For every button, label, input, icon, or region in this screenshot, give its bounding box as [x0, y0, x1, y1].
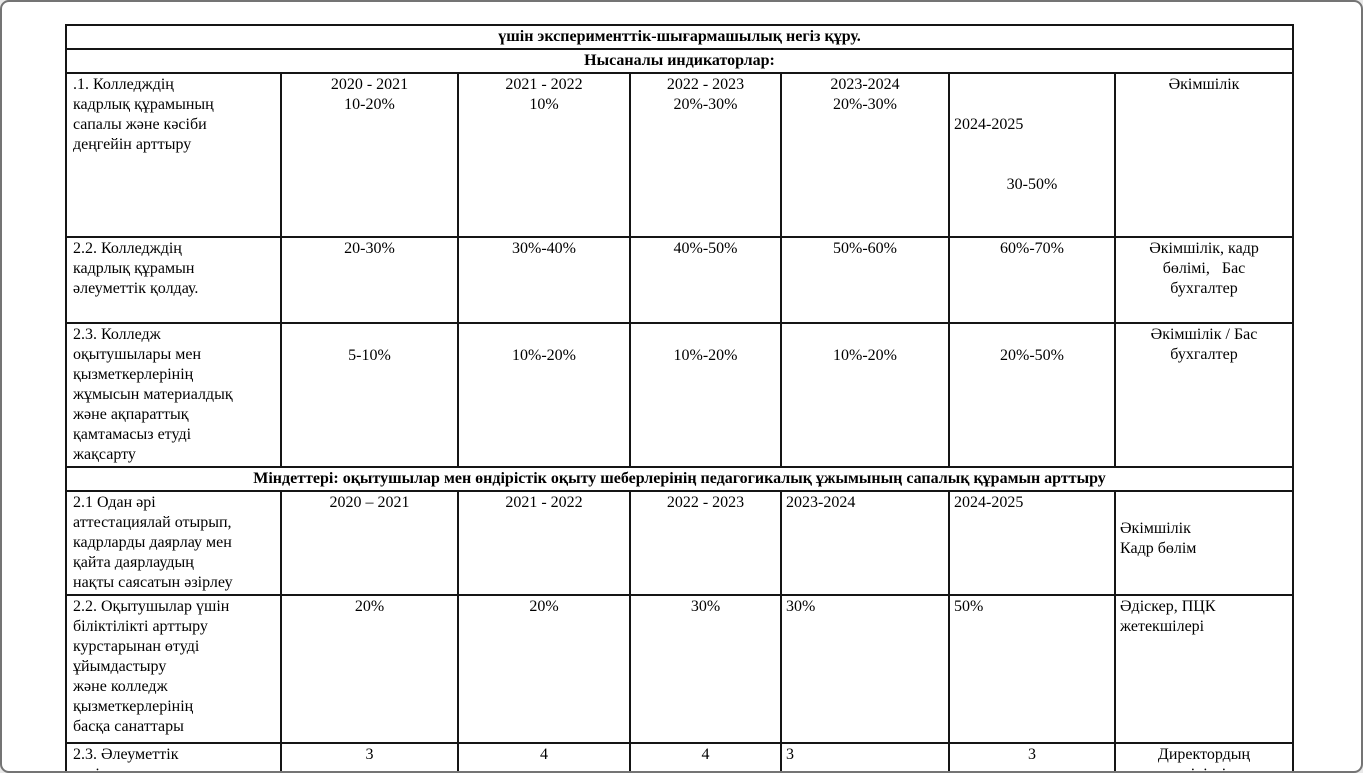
cell-year-2020-2021-r1: 2020 - 2021 10-20% — [280, 72, 459, 238]
cell-value-r2c4: 50%-60% — [780, 236, 950, 324]
cell-year-2024-2025-r4: 2024-2025 — [948, 490, 1116, 596]
indicators-table: үшін эксперименттік-шығармашылық негіз қ… — [64, 24, 1295, 771]
cell-responsible-r4: Әкімшілік Кадр бөлім — [1113, 490, 1295, 596]
table-title: үшін эксперименттік-шығармашылық негіз қ… — [64, 24, 1295, 50]
cell-year-2021-2022-r1: 2021 - 2022 10% — [457, 72, 631, 238]
cell-value-r6c4: 3 — [780, 742, 950, 771]
cell-responsible-r3: Әкімшілік / Бас бухгалтер — [1113, 322, 1295, 468]
cell-year-2023-2024-r1: 2023-2024 20%-30% — [780, 72, 950, 238]
indicators-header: Нысаналы индикаторлар: — [64, 48, 1295, 74]
cell-value-r2c5: 60%-70% — [948, 236, 1116, 324]
cell-value-r6c5: 3 — [948, 742, 1116, 771]
section-header: Міндеттері: оқытушылар мен өндірістік оқ… — [64, 466, 1295, 492]
cell-task-r5: 2.2. Оқытушылар үшін біліктілікті арттыр… — [65, 594, 282, 744]
cell-value-r3c3: 10%-20% — [629, 322, 782, 468]
cell-responsible-r6: Директордың өндірістік , кәсіптік оқыту … — [1113, 742, 1295, 771]
cell-year-2022-2023-r1: 2022 - 2023 20%-30% — [629, 72, 782, 238]
cell-year-2024-2025-r1: 2024-2025 30-50% — [948, 72, 1116, 238]
cell-year-2022-2023-r4: 2022 - 2023 — [629, 490, 782, 596]
cell-value-r5c2: 20% — [457, 594, 631, 744]
cell-responsible-r2: Әкімшілік, кадр бөлімі, Бас бухгалтер — [1113, 236, 1295, 324]
cell-value-r2c1: 20-30% — [280, 236, 459, 324]
cell-year-2020-2021-r4: 2020 – 2021 — [280, 490, 459, 596]
year-value: 30-50% — [1006, 176, 1058, 193]
cell-task-r4: 2.1 Одан әрі аттестациялай отырып, кадрл… — [65, 490, 282, 596]
cell-value-r3c1: 5-10% — [280, 322, 459, 468]
cell-value-r3c5: 20%-50% — [948, 322, 1116, 468]
cell-value-r5c3: 30% — [629, 594, 782, 744]
cell-value-r5c4: 30% — [780, 594, 950, 744]
cell-responsible-r5: Әдіскер, ПЦК жетекшілері — [1113, 594, 1295, 744]
cell-value-r6c3: 4 — [629, 742, 782, 771]
cell-responsible-r1: Әкімшілік — [1113, 72, 1295, 238]
cell-value-r5c5: 50% — [948, 594, 1116, 744]
cell-year-2023-2024-r4: 2023-2024 — [780, 490, 950, 596]
cell-value-r6c1: 3 — [280, 742, 459, 771]
cell-value-r2c3: 40%-50% — [629, 236, 782, 324]
cell-value-r3c2: 10%-20% — [457, 322, 631, 468]
cell-task-r1: .1. Колледждің кадрлық құрамының сапалы … — [65, 72, 282, 238]
cell-year-2021-2022-r4: 2021 - 2022 — [457, 490, 631, 596]
cell-task-r6: 2.3. Әлеуметтік серіктестер кәсіпорындар… — [65, 742, 282, 771]
cell-value-r5c1: 20% — [280, 594, 459, 744]
year-label: 2024-2025 — [954, 116, 1024, 133]
cell-value-r2c2: 30%-40% — [457, 236, 631, 324]
cell-task-r3: 2.3. Колледж оқытушылары мен қызметкерле… — [65, 322, 282, 468]
cell-value-r6c2: 4 — [457, 742, 631, 771]
cell-value-r3c4: 10%-20% — [780, 322, 950, 468]
cell-task-r2: 2.2. Колледждің кадрлық құрамын әлеуметт… — [65, 236, 282, 324]
